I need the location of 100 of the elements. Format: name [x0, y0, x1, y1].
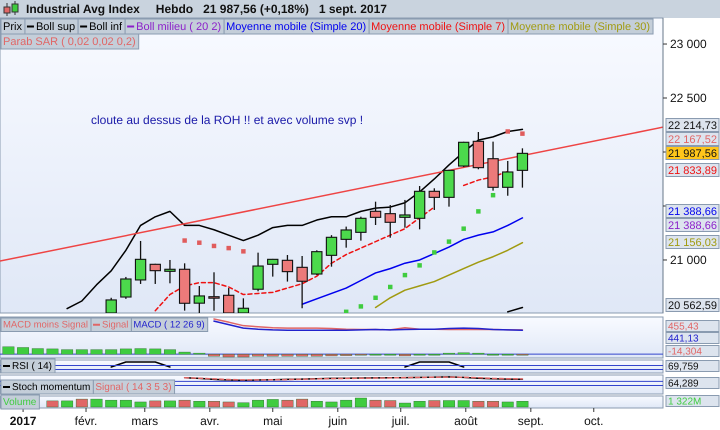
candlestick	[399, 199, 411, 228]
x-tick-label: oct.	[584, 414, 604, 428]
point	[446, 239, 452, 244]
legend-label: Boll sup	[36, 21, 76, 33]
bar	[296, 354, 308, 356]
candlestick	[208, 272, 220, 312]
candlestick	[282, 254, 294, 282]
text: 21 388,66	[668, 206, 717, 218]
point	[490, 192, 496, 198]
point	[212, 244, 216, 248]
chart-subtitle: Hebdo 21 987,56 (+0,18%) 1 sept. 2017	[156, 2, 388, 16]
candlestick	[384, 204, 396, 238]
x-tick-label: mars	[131, 414, 158, 428]
bar	[266, 354, 279, 356]
legend-label: Signal	[102, 320, 128, 330]
text: 22 214,73	[668, 120, 717, 132]
candlestick	[238, 298, 250, 313]
candlestick	[502, 160, 514, 196]
candlestick	[267, 258, 278, 278]
text: 441,13	[668, 334, 700, 344]
bar	[208, 354, 220, 356]
legend-label: RSI ( 14)	[12, 361, 52, 372]
candlestick	[120, 276, 132, 300]
text: 21 388,66	[668, 220, 717, 232]
bar	[149, 348, 162, 354]
text: Moyenne mobile (Simple 7)	[371, 21, 506, 33]
text: 21 987,56	[668, 148, 717, 160]
point	[432, 250, 437, 255]
bar	[222, 354, 235, 358]
point	[520, 131, 525, 136]
candlestick	[326, 234, 338, 268]
candlestick	[428, 188, 440, 211]
text: Moyenne mobile (Simple 20)	[226, 21, 366, 33]
line-series	[301, 217, 524, 306]
text: Moyenne mobile (Simple 30)	[510, 21, 650, 33]
legend-label: Boll milieu ( 20 2)	[136, 21, 222, 33]
series-label: MACD ( 12 26 9)	[133, 320, 205, 330]
point	[506, 129, 510, 134]
bar	[105, 349, 118, 354]
point	[226, 246, 231, 250]
line-series	[66, 128, 524, 310]
bar	[2, 346, 14, 354]
candlestick	[355, 216, 367, 242]
y-tick-label: 22 500	[670, 91, 708, 106]
bar	[76, 349, 88, 354]
x-tick-label: févr.	[74, 414, 98, 428]
candlestick	[252, 252, 264, 292]
text: 69,759	[668, 362, 700, 372]
chart-title: Industrial Avg Index	[26, 2, 140, 16]
legend-label: Boll inf	[89, 21, 124, 33]
y-tick-label: 21 000	[670, 253, 708, 268]
candlestick	[296, 255, 308, 309]
series-label: MACD moins Signal	[3, 320, 88, 330]
candlestick	[134, 240, 146, 285]
candlestick	[340, 226, 352, 248]
point	[417, 263, 422, 268]
point	[402, 272, 408, 278]
x-tick-label: avr.	[200, 414, 220, 428]
bar	[310, 354, 323, 356]
x-tick-label: juin	[327, 414, 348, 428]
legend-label: Stoch momentum	[12, 382, 90, 393]
bar	[46, 348, 58, 354]
point	[476, 209, 481, 214]
x-tick-label: juil.	[390, 414, 410, 428]
candlestick	[370, 201, 382, 226]
candlestick	[164, 259, 176, 284]
series-label: Signal ( 14 3 5 3)	[95, 382, 172, 393]
bar	[178, 352, 191, 354]
x-tick-label: 2017	[10, 414, 37, 428]
bar	[164, 349, 176, 354]
point	[182, 238, 187, 243]
point	[373, 296, 378, 300]
text: -14,304	[668, 346, 702, 358]
candlestick	[106, 297, 117, 313]
point	[344, 310, 348, 313]
point	[241, 249, 246, 254]
bar	[134, 348, 146, 354]
text: Parab SAR ( 0,02 0,02 0,2)	[3, 36, 136, 48]
point	[197, 240, 202, 245]
legend-title: Prix	[3, 21, 22, 33]
bar	[120, 348, 132, 354]
x-tick-label: août	[454, 414, 478, 428]
candlestick	[458, 141, 470, 168]
bar	[17, 347, 30, 354]
bar	[61, 349, 74, 354]
point	[461, 226, 466, 231]
text: 455,43	[668, 322, 700, 332]
text: 20 562,59	[668, 300, 717, 312]
series-label: Volume	[3, 397, 37, 408]
bar	[90, 349, 102, 354]
candlestick	[150, 263, 161, 285]
text: 64,289	[668, 378, 700, 390]
candlestick	[223, 287, 234, 313]
bar	[252, 354, 264, 356]
text: 21 156,03	[668, 236, 717, 249]
x-tick-label: mai	[263, 414, 282, 428]
bar	[282, 354, 294, 356]
line-series	[374, 242, 524, 308]
point	[358, 304, 364, 309]
y-tick-label: 23 000	[670, 37, 708, 52]
